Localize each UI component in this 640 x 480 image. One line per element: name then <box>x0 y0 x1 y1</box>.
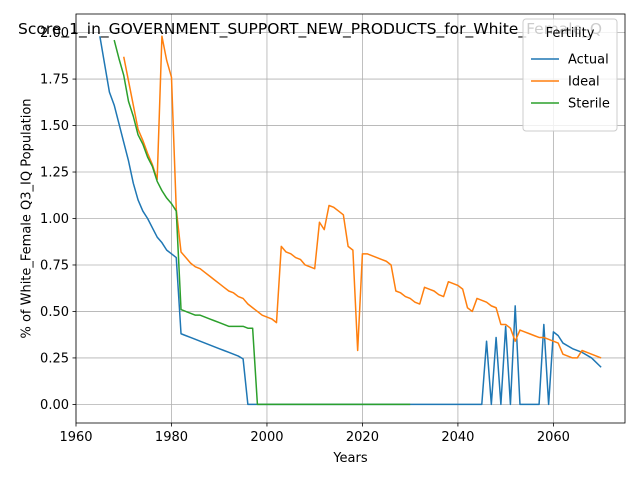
series-line-ideal <box>123 35 602 359</box>
legend-label-actual: Actual <box>568 53 609 68</box>
x-tick-label: 2000 <box>250 430 283 445</box>
legend-items: Actual Ideal Sterile <box>531 53 610 112</box>
x-tick-label: 2060 <box>537 430 570 445</box>
y-tick-label: 2.00 <box>40 26 69 41</box>
x-axis-label: Years <box>332 451 368 466</box>
x-tick-label: 1960 <box>59 430 92 445</box>
y-tick-label: 1.25 <box>40 166 69 181</box>
series-line-actual <box>99 36 602 406</box>
x-tick-label: 2020 <box>346 430 379 445</box>
y-axis-label: % of White_Female Q3_IQ Population <box>20 98 35 338</box>
series-layer <box>99 35 602 406</box>
chart-title: Score_1_in_GOVERNMENT_SUPPORT_NEW_PRODUC… <box>18 20 602 39</box>
legend: Fertility Actual Ideal Sterile <box>522 18 618 132</box>
y-tick-label: 0.25 <box>40 351 69 366</box>
y-tick-label: 1.75 <box>40 73 69 88</box>
legend-title: Fertility <box>546 26 595 41</box>
y-tick-label: 0.00 <box>40 398 69 413</box>
x-tick-label: 2040 <box>441 430 474 445</box>
y-tick-label: 0.75 <box>40 258 69 273</box>
tick-layer: 1960 1980 2000 2020 2040 2060 0.00 0.25 0.50 0.75… <box>40 26 570 445</box>
series-line-sterile <box>113 39 411 406</box>
legend-label-ideal: Ideal <box>568 75 600 90</box>
y-tick-label: 0.50 <box>40 305 69 320</box>
legend-label-sterile: Sterile <box>568 97 610 112</box>
x-tick-label: 1980 <box>155 430 188 445</box>
y-tick-label: 1.50 <box>40 119 69 134</box>
y-tick-label: 1.00 <box>40 212 69 227</box>
